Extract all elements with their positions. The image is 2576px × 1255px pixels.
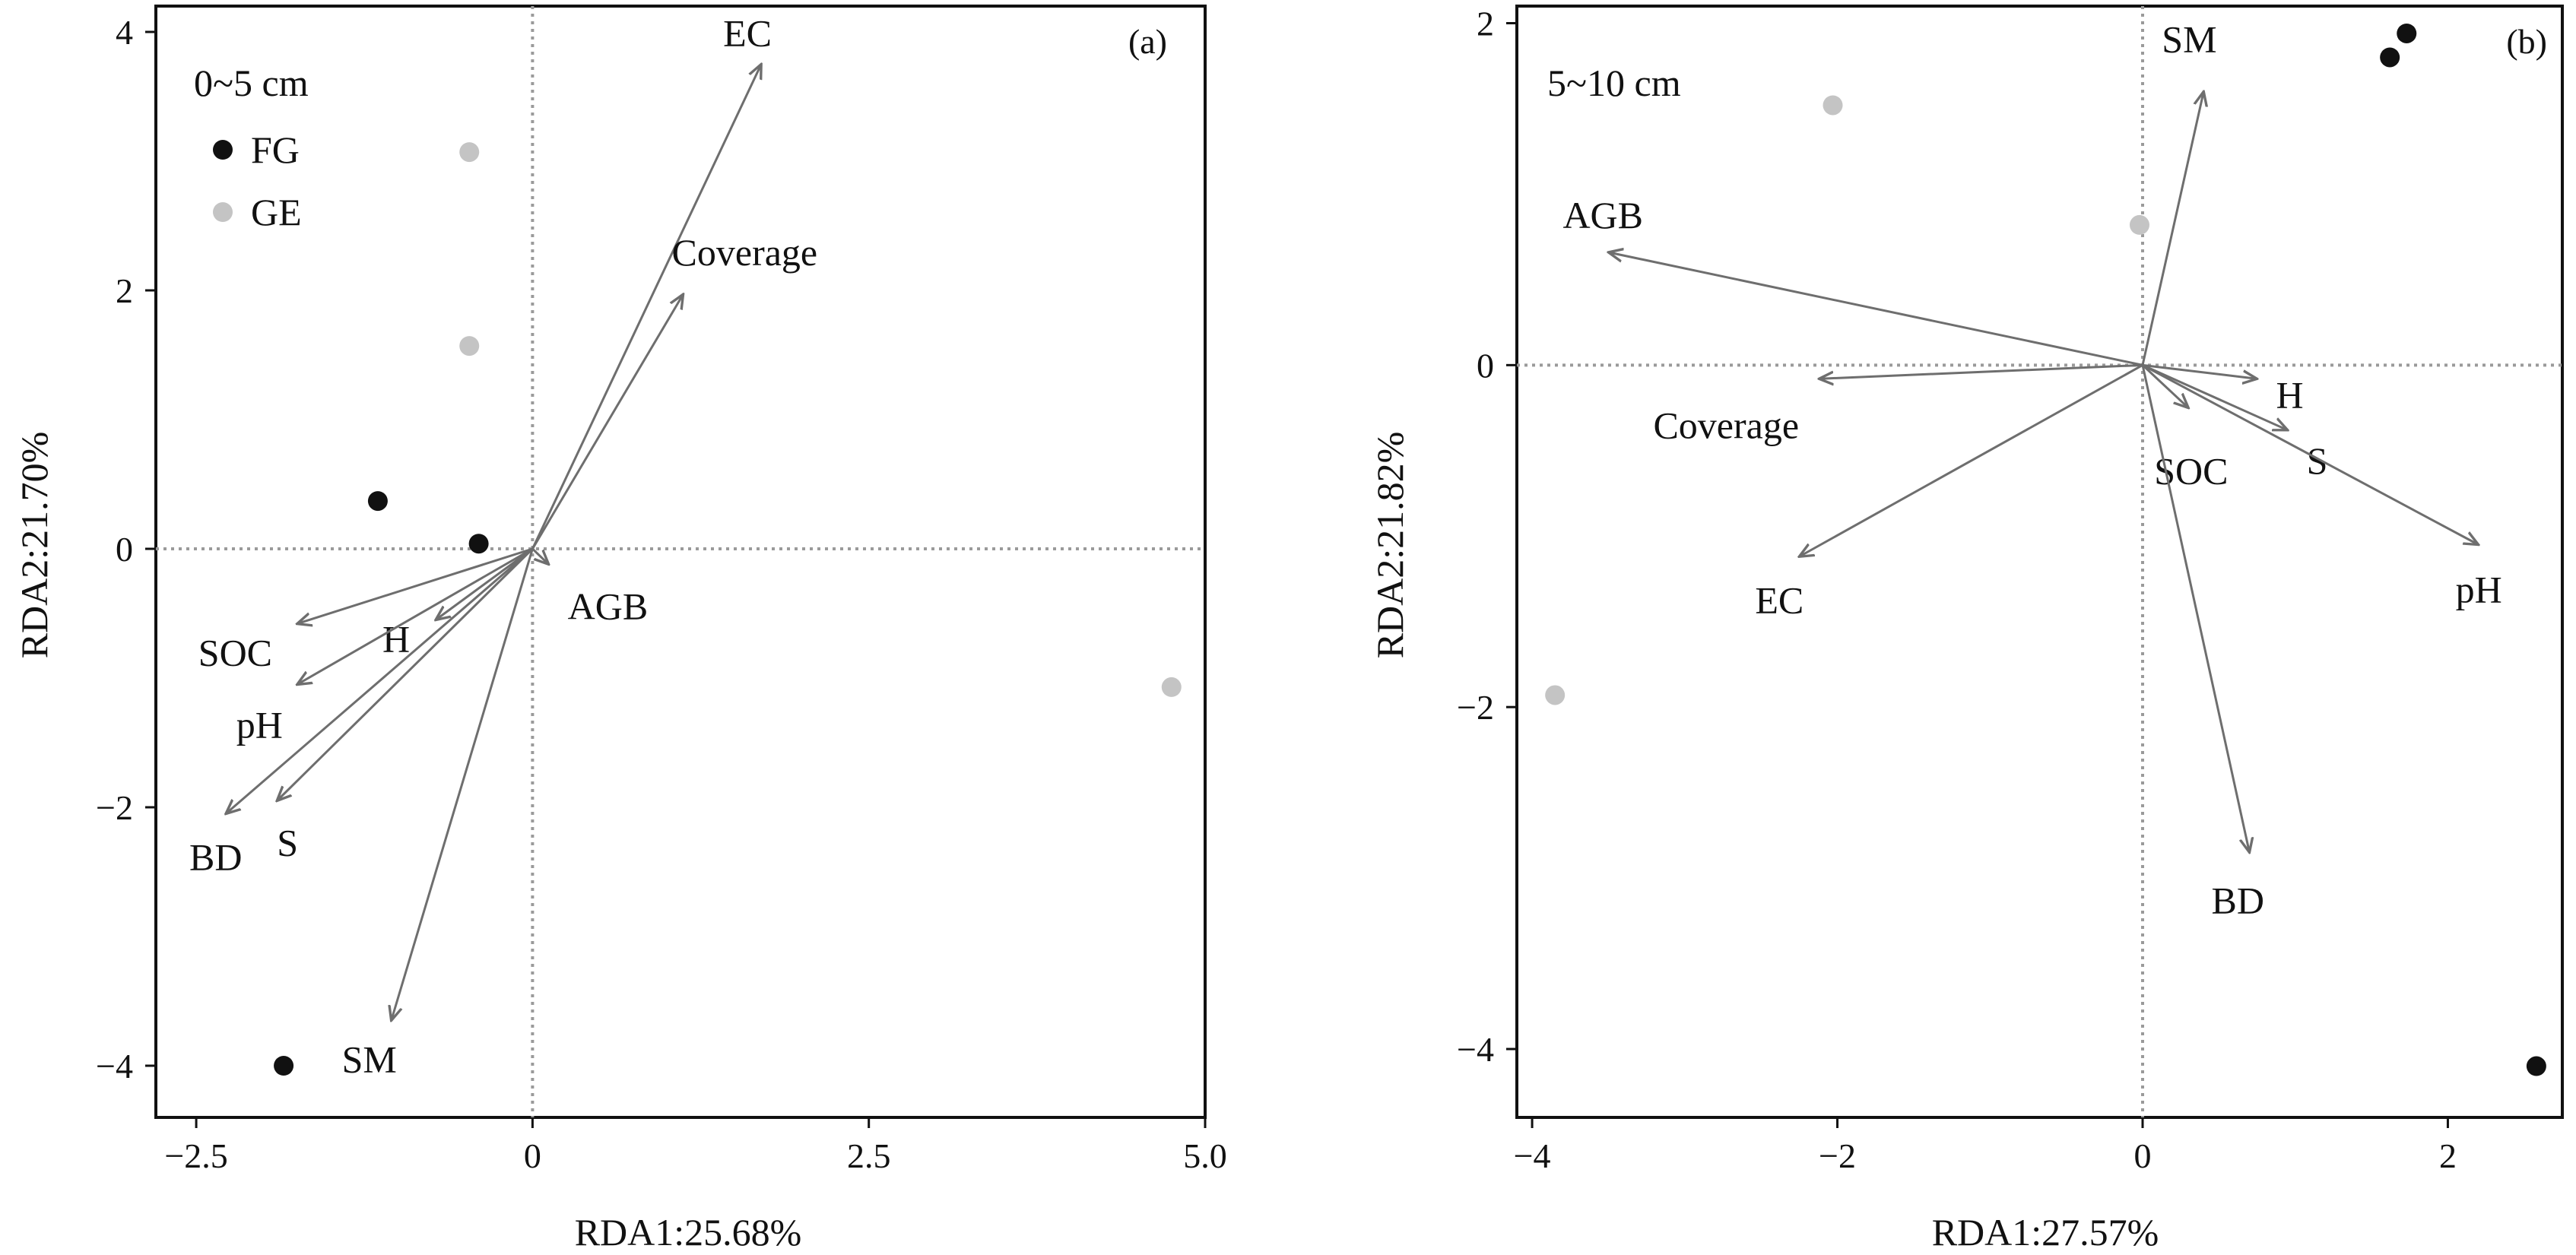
legend-fg-label: FG <box>251 128 300 171</box>
panel-b-y-tick-label: −4 <box>1457 1030 1494 1069</box>
panel-b-vector-agb <box>1608 252 2143 366</box>
panel-b-y-tick-label: −2 <box>1457 688 1494 727</box>
panel-a-legend: FG GE <box>213 128 302 233</box>
panel-a-frame <box>154 5 1207 1119</box>
panel-a-vector-sm <box>392 548 534 1021</box>
panel-a-vector-label-agb: AGB <box>568 585 649 627</box>
panel-a-point-fg <box>367 491 388 512</box>
panel-b-vector-label-ec: EC <box>1755 578 1804 621</box>
panel-b-vector-label-agb: AGB <box>1562 194 1643 236</box>
panel-b-y-tick-label: 2 <box>1477 4 1494 43</box>
panel-b-point-fg <box>2397 23 2417 43</box>
panel-b-vector-label-h: H <box>2276 373 2304 416</box>
panel-a-y-tick-label: −4 <box>96 1047 133 1085</box>
panel-a-y-tick-label: 2 <box>116 271 133 310</box>
panel-b-vector-ec <box>1799 364 2143 556</box>
panel-a-point-fg <box>274 1056 294 1076</box>
panel-a-vector-label-h: H <box>382 618 410 661</box>
panel-a-vector-label-ph: pH <box>236 704 283 746</box>
panel-a-y-tick-label: −2 <box>96 788 133 827</box>
panel-a-y-tick-label: 4 <box>116 13 133 52</box>
panel-a-point-ge <box>1161 677 1182 697</box>
panel-b-label: (b) <box>2506 22 2547 61</box>
panel-b-vector-label-ph: pH <box>2456 569 2502 611</box>
panel-b-vector-h <box>2142 363 2257 379</box>
panel-a-x-tick-label: 5.0 <box>1183 1136 1227 1175</box>
panel-a-vector-h <box>436 547 534 620</box>
panel-b-vector-ph <box>2142 364 2479 544</box>
panel-a-vector-ec <box>531 65 761 550</box>
panel-b-x-tick-label: −4 <box>1514 1136 1551 1175</box>
panel-b-vector-label-sm: SM <box>2162 17 2216 60</box>
panel-a-point-ge <box>459 336 480 357</box>
panel-b-vector-bd <box>2141 365 2250 852</box>
panel-a-x-tick-label: −2.5 <box>164 1136 227 1175</box>
panel-b-vector-soc <box>2141 364 2188 407</box>
panel-a-plot-layer: −2.5 0 2.5 5.0 −4 −2 0 2 4 EC Coverage AGB SOC HpH BD S… <box>96 5 1227 1175</box>
panel-b-x-tick-label: 2 <box>2439 1136 2457 1175</box>
panel-a-x-axis-label: RDA1:25.68% <box>575 1211 802 1253</box>
panel-b-vector-label-bd: BD <box>2212 879 2264 921</box>
legend-fg-marker <box>213 140 233 160</box>
panel-b-vector-label-s: S <box>2307 439 2328 482</box>
panel-a-y-tick-label: 0 <box>116 530 133 569</box>
panel-a-vector-agb <box>531 547 548 564</box>
panel-b-vector-s <box>2142 363 2288 429</box>
panel-a-point-fg <box>468 534 489 554</box>
panel-b-point-ge <box>2129 214 2149 235</box>
panel-a-vector-s <box>277 547 534 801</box>
panel-b-vector-label-coverage: Coverage <box>1653 404 1799 446</box>
panel-a-vector-coverage <box>531 294 683 550</box>
panel-b-x-tick-label: −2 <box>1819 1136 1856 1175</box>
panel-a-vector-label-ec: EC <box>723 12 772 55</box>
panel-b-vector-sm <box>2141 91 2203 366</box>
panel-a-vector-soc <box>297 547 533 624</box>
panel-b-frame <box>1515 5 2564 1119</box>
panel-a-vector-bd <box>226 547 534 814</box>
legend-ge-marker <box>213 202 233 222</box>
panel-b-point-fg <box>2380 47 2400 68</box>
panel-b-point-ge <box>1545 685 1566 705</box>
panel-b-x-axis-label: RDA1:27.57% <box>1932 1211 2159 1253</box>
panel-b-y-tick-label: 0 <box>1477 346 1494 385</box>
panel-a-vector-label-coverage: Coverage <box>672 231 818 274</box>
panel-a-vector-label-soc: SOC <box>198 632 272 674</box>
panel-a-x-tick-label: 2.5 <box>847 1136 891 1175</box>
panel-a-vector-label-sm: SM <box>342 1038 397 1081</box>
panel-b-x-tick-label: 0 <box>2133 1136 2151 1175</box>
panel-a-label: (a) <box>1128 22 1167 61</box>
panel-b-point-ge <box>1823 95 1843 116</box>
panel-a-depth-label: 0~5 cm <box>194 62 309 104</box>
panel-a-plot: −2.5 0 2.5 5.0 −4 −2 0 2 4 EC Coverage AGB SOC HpH BD S… <box>13 5 1227 1253</box>
panel-a-vector-label-bd: BD <box>189 836 242 879</box>
panel-a-point-ge <box>459 142 480 163</box>
panel-b-depth-label: 5~10 cm <box>1547 62 1681 104</box>
panel-a-vector-ph <box>297 547 534 685</box>
legend-ge-label: GE <box>251 191 302 233</box>
panel-b-y-axis-label: RDA2:21.82% <box>1369 432 1411 659</box>
panel-b-point-fg <box>2526 1056 2546 1076</box>
panel-a-x-tick-label: 0 <box>524 1136 541 1175</box>
panel-a-y-axis-label: RDA2:21.70% <box>13 432 56 659</box>
panel-a-vector-label-s: S <box>277 822 298 864</box>
panel-b-vector-coverage <box>1819 363 2143 379</box>
